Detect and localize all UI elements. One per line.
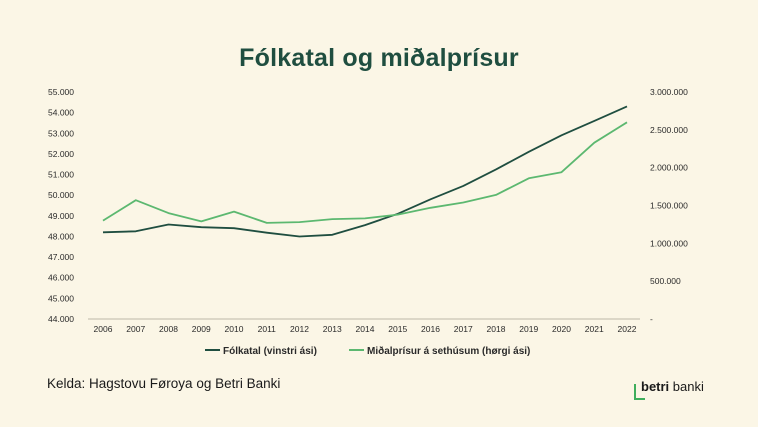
left-tick-label: 51.000 <box>48 170 74 180</box>
right-tick-label: 500.000 <box>650 276 681 286</box>
logo-bold: betri <box>641 379 670 394</box>
x-tick-label: 2006 <box>94 324 113 334</box>
left-tick-label: 47.000 <box>48 252 74 262</box>
x-tick-label: 2007 <box>126 324 145 334</box>
left-axis: 44.000 45.000 46.000 47.000 48.000 49.000 50.0… <box>48 87 74 324</box>
x-tick-label: 2022 <box>618 324 637 334</box>
x-tick-label: 2020 <box>552 324 571 334</box>
left-tick-label: 45.000 <box>48 293 74 303</box>
series-lines <box>102 105 628 238</box>
betri-banki-logo: betri banki <box>634 378 724 402</box>
legend-label: Miðalprísur á sethúsum (hørgi ási) <box>367 345 530 357</box>
source-note: Kelda: Hagstovu Føroya og Betri Banki <box>47 376 281 391</box>
left-tick-label: 49.000 <box>48 211 74 221</box>
left-tick-label: 48.000 <box>48 231 74 241</box>
x-tick-label: 2012 <box>290 324 309 334</box>
x-tick-label: 2019 <box>519 324 538 334</box>
x-tick-label: 2016 <box>421 324 440 334</box>
left-tick-label: 50.000 <box>48 190 74 200</box>
x-tick-label: 2009 <box>192 324 211 334</box>
x-tick-label: 2014 <box>356 324 375 334</box>
legend-label: Fólkatal (vinstri ási) <box>223 346 317 357</box>
right-axis: - 500.000 1.000.000 1.500.000 2.000.000 2.500… <box>650 87 688 324</box>
right-tick-label: - <box>650 314 653 324</box>
left-tick-label: 53.000 <box>48 128 74 138</box>
series-line <box>102 121 628 224</box>
x-tick-label: 2015 <box>388 324 407 334</box>
logo-bracket-icon <box>634 384 645 400</box>
right-tick-label: 2.500.000 <box>650 125 688 135</box>
right-tick-label: 3.000.000 <box>650 87 688 97</box>
x-axis: 2006 2007 2008 2009 2010 2011 2012 2013 2014 2015… <box>88 318 640 334</box>
x-tick-label: 2011 <box>258 324 277 334</box>
legend: Fólkatal (vinstri ási) Miðalprísur á seth… <box>205 345 530 357</box>
left-tick-label: 54.000 <box>48 108 74 118</box>
left-tick-label: 44.000 <box>48 314 74 324</box>
x-tick-label: 2010 <box>225 324 244 334</box>
x-tick-label: 2017 <box>454 324 473 334</box>
left-tick-label: 46.000 <box>48 273 74 283</box>
x-tick-label: 2021 <box>585 324 604 334</box>
series-line <box>102 105 628 238</box>
left-tick-label: 55.000 <box>48 87 74 97</box>
left-tick-label: 52.000 <box>48 149 74 159</box>
x-tick-label: 2008 <box>159 324 178 334</box>
right-tick-label: 1.500.000 <box>650 201 688 211</box>
chart-title: Fólkatal og miðalprísur <box>239 44 519 72</box>
x-tick-label: 2013 <box>323 324 342 334</box>
logo-light: banki <box>669 379 704 394</box>
right-tick-label: 2.000.000 <box>650 163 688 173</box>
x-tick-label: 2018 <box>487 324 506 334</box>
logo-text: betri banki <box>641 379 704 394</box>
right-tick-label: 1.000.000 <box>650 238 688 248</box>
